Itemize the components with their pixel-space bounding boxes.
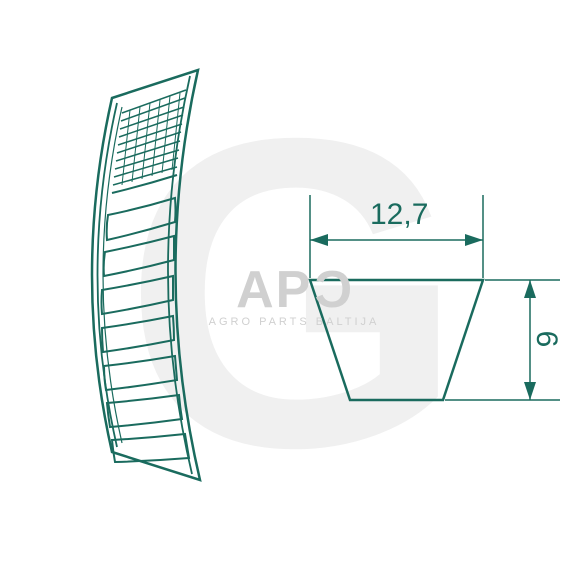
belt-cross-section [92, 70, 200, 480]
watermark-logo-main: APC [209, 260, 380, 320]
diagram-canvas: G [0, 0, 588, 588]
height-dimension-label: 9 [531, 331, 565, 348]
width-dimension-label: 12,7 [370, 198, 428, 232]
watermark-logo: APC AGRO PARTS BALTIJA [209, 260, 380, 328]
